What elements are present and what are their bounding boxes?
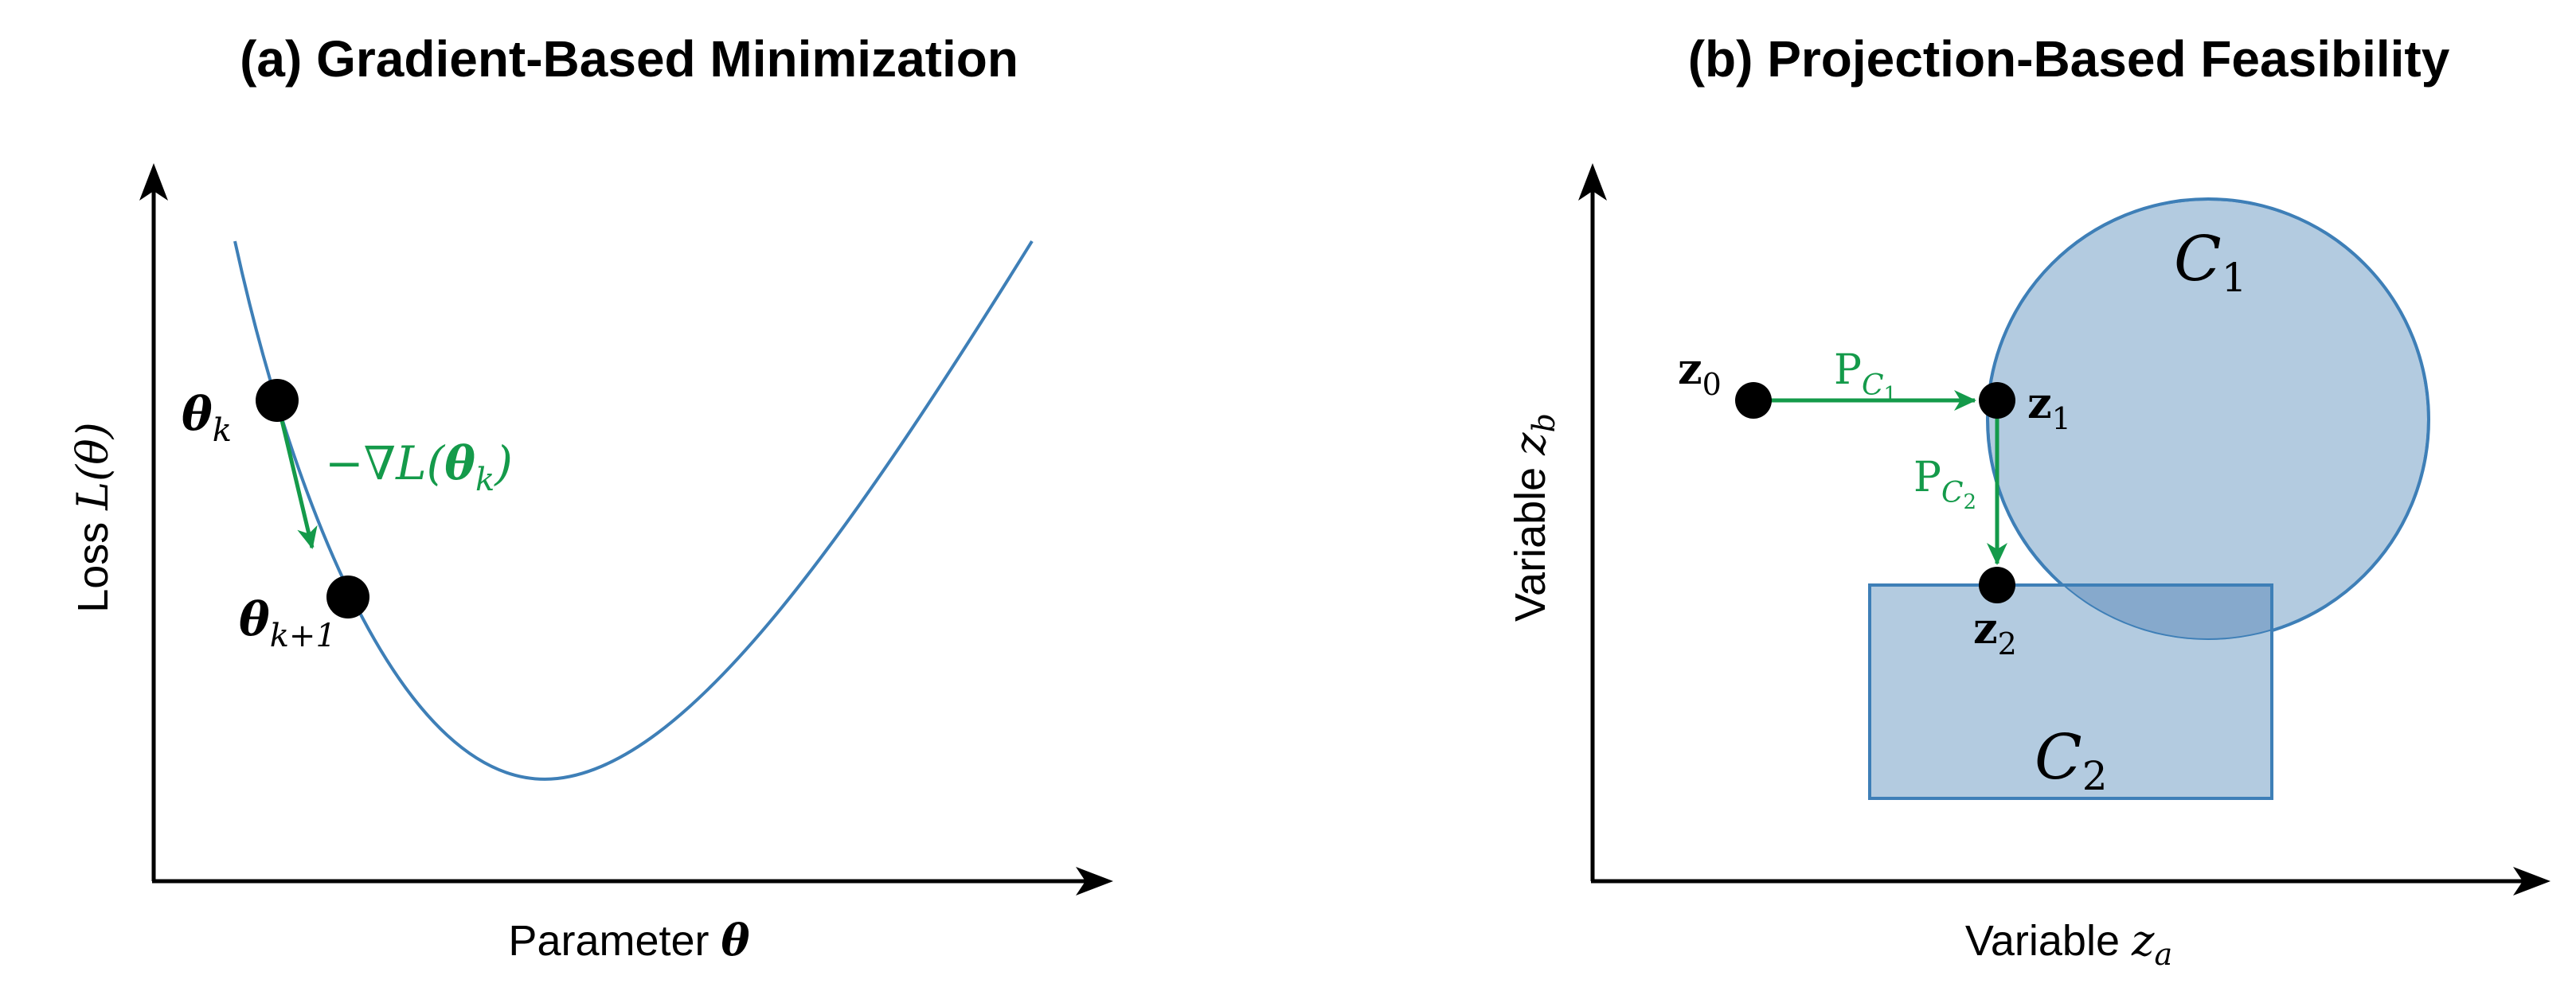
label-z1-symbol: z [2027,377,2052,428]
point-theta-k-plus-1 [326,576,369,618]
panel-b-y-label-text: Variable [1507,455,1554,622]
point-z0 [1735,382,1772,419]
panel-b-x-label-symbol: z [2131,915,2155,966]
panel-a: (a) Gradient-Based Minimization Paramete… [68,30,1113,966]
label-c1-sub: 1 [2222,255,2247,301]
panel-b-x-label-text: Variable [1965,917,2132,965]
label-theta-k-symbol: θ [182,387,213,441]
label-theta-k-sub: k [213,412,232,449]
panel-a-y-label-text: Loss [69,510,117,613]
point-theta-k [256,379,299,422]
point-z2 [1979,567,2015,603]
label-proj-c2-sub: C [1941,477,1964,509]
panel-b-y-label: Variable zb [1505,413,1562,622]
gradient-label-suffix: ) [493,436,513,490]
gradient-label-sub: k [475,462,494,498]
label-theta-k-plus-1: θk+1 [239,592,336,654]
label-proj-c2-symbol: P [1913,454,1941,501]
label-c1-symbol: C [2174,224,2222,295]
label-z0: z0 [1678,343,1722,402]
panel-a-x-label-text: Parameter [508,917,721,965]
gradient-step-arrow [275,400,318,549]
label-theta-k1-sub: k+1 [270,618,336,654]
label-z2-symbol: z [1973,603,1998,654]
panel-b-x-label-sub: a [2154,937,2172,972]
label-proj-c1-subsub: 1 [1884,383,1898,407]
gradient-label-symbol: θ [444,436,475,490]
panel-a-x-label-symbol: θ [721,915,750,966]
point-z1 [1979,382,2015,419]
panel-b: (b) Projection-Based Feasibility Variabl… [1505,30,2551,972]
panel-b-x-axis-arrowhead [2513,867,2551,896]
label-proj-c2: PC2 [1913,454,1976,514]
label-proj-c2-subsub: 2 [1964,490,1977,514]
label-proj-c1: PC1 [1834,346,1897,407]
panel-a-x-label: Parameter θ [508,915,749,966]
label-c2-sub: 2 [2082,753,2108,799]
label-c2: C2 [2035,722,2108,799]
label-c2-symbol: C [2035,722,2082,794]
label-z1-sub: 1 [2052,401,2071,436]
set-c2-outline [1868,583,2273,800]
label-z0-symbol: z [1678,343,1702,394]
panel-a-y-label: Loss L(θ) [68,422,118,613]
panel-b-y-label-sub: b [1526,413,1562,432]
loss-curve [233,240,1034,781]
panel-b-y-label-symbol: z [1505,432,1555,456]
panel-a-title: (a) Gradient-Based Minimization [240,30,1018,88]
gradient-label-prefix: −∇L( [325,436,446,490]
label-c1: C1 [2174,224,2247,301]
panel-b-title: (b) Projection-Based Feasibility [1688,30,2450,88]
label-theta-k: θk [182,387,232,449]
panel-b-y-axis-arrowhead [1578,163,1607,201]
label-proj-c1-sub: C [1862,369,1884,402]
panel-a-y-label-symbol: L(θ) [68,422,118,511]
label-proj-c1-symbol: P [1834,346,1862,394]
panel-a-y-axis-arrowhead [139,163,168,201]
panel-b-x-label: Variable za [1965,915,2172,972]
label-z1: z1 [2027,377,2071,436]
label-theta-k1-symbol: θ [239,592,270,646]
gradient-label: −∇L(θk) [325,436,513,498]
panel-a-x-axis-arrowhead [1076,867,1113,896]
label-z0-sub: 0 [1702,367,1722,402]
label-z2-sub: 2 [1998,626,2017,661]
label-z2: z2 [1973,603,2017,661]
